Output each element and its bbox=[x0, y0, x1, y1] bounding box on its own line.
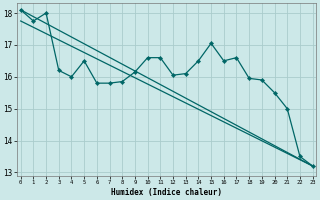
X-axis label: Humidex (Indice chaleur): Humidex (Indice chaleur) bbox=[111, 188, 222, 197]
